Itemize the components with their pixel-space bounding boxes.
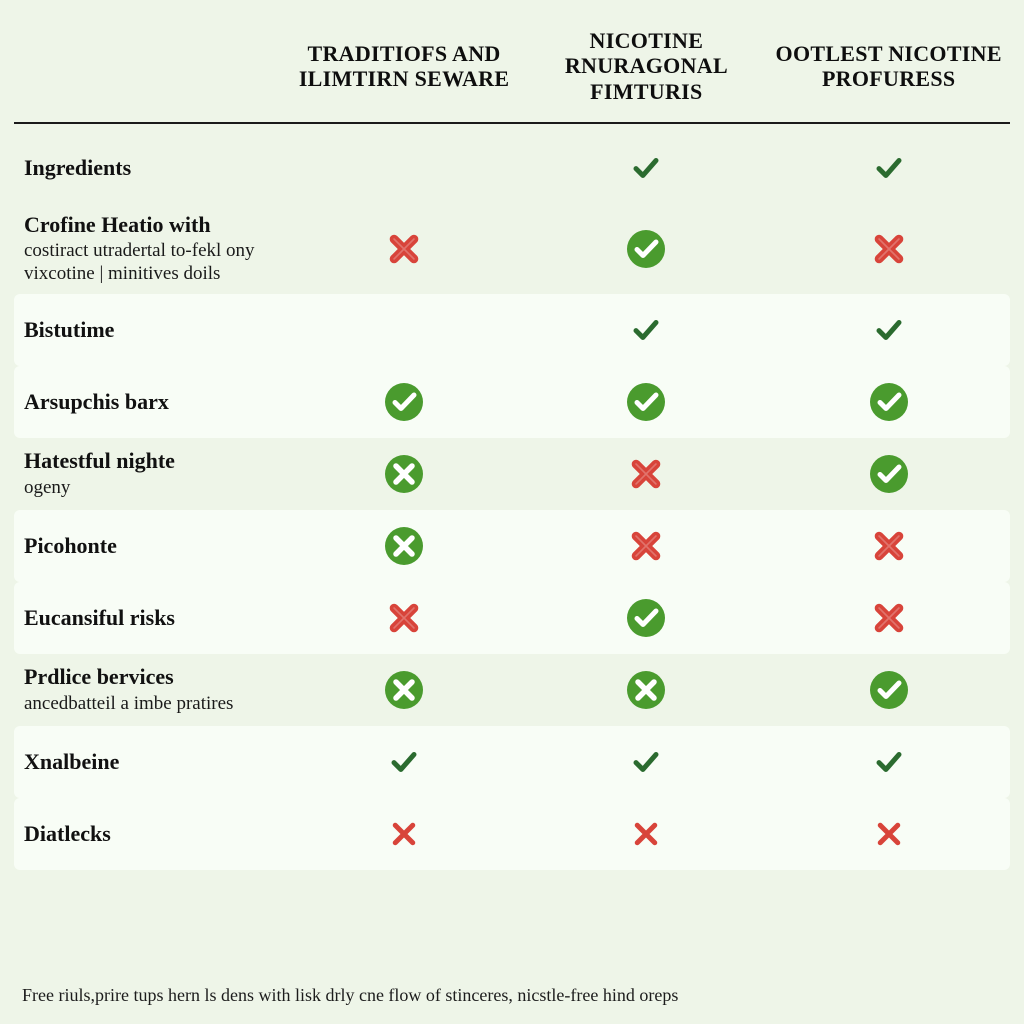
circle-check-icon	[626, 229, 666, 269]
cross-bold-icon	[387, 601, 421, 635]
cross-bold-icon	[872, 601, 906, 635]
table-row: Xnalbeine	[14, 726, 1010, 798]
circle-check-icon	[626, 382, 666, 422]
row-label: Hatestful nighte ogeny	[14, 448, 283, 499]
table-cell	[768, 601, 1010, 635]
row-label: Eucansiful risks	[14, 605, 283, 631]
check-icon	[631, 153, 661, 183]
footnote-text: Free riuls,prire tups hern ls dens with …	[22, 985, 1002, 1006]
table-cell	[283, 601, 525, 635]
cross-bold-icon	[629, 529, 663, 563]
row-label: Crofine Heatio withcostiract utradertal …	[14, 212, 283, 286]
row-label-title: Crofine Heatio with	[24, 212, 273, 238]
row-label: Prdlice bervices ancedbatteil a imbe prat…	[14, 664, 283, 715]
table-row: Crofine Heatio withcostiract utradertal …	[14, 204, 1010, 294]
cross-icon	[631, 819, 661, 849]
row-label-title: Diatlecks	[24, 821, 273, 847]
row-label: Bistutime	[14, 317, 283, 343]
table-cell	[768, 747, 1010, 777]
circle-cross-icon	[384, 670, 424, 710]
circle-cross-icon	[626, 670, 666, 710]
column-header-3: OOTLEST NICOTINE PROFURESS	[768, 18, 1010, 114]
row-label: Xnalbeine	[14, 749, 283, 775]
circle-cross-icon	[384, 526, 424, 566]
table-cell	[525, 747, 767, 777]
cross-bold-icon	[387, 232, 421, 266]
cross-bold-icon	[629, 457, 663, 491]
circle-check-icon	[384, 382, 424, 422]
row-label-subtitle: costiract utradertal to-fekl ony vixcoti…	[24, 240, 273, 286]
row-label: Picohonte	[14, 533, 283, 559]
circle-cross-icon	[384, 454, 424, 494]
header-spacer	[14, 18, 283, 114]
check-icon	[389, 747, 419, 777]
cross-icon	[389, 819, 419, 849]
check-icon	[631, 747, 661, 777]
table-cell	[525, 457, 767, 491]
check-icon	[874, 315, 904, 345]
table-cell	[525, 598, 767, 638]
table-cell	[525, 153, 767, 183]
row-label-title: Bistutime	[24, 317, 273, 343]
table-cell	[768, 454, 1010, 494]
check-icon	[874, 153, 904, 183]
table-cell	[283, 747, 525, 777]
table-cell	[768, 382, 1010, 422]
table-cell	[283, 232, 525, 266]
table-cell	[525, 529, 767, 563]
row-label-title: Picohonte	[24, 533, 273, 559]
table-row: Picohonte	[14, 510, 1010, 582]
cross-bold-icon	[872, 232, 906, 266]
table-cell	[283, 526, 525, 566]
table-row: Prdlice bervices ancedbatteil a imbe prat…	[14, 654, 1010, 726]
table-row: Diatlecks	[14, 798, 1010, 870]
table-cell	[525, 670, 767, 710]
table-cell	[525, 819, 767, 849]
cross-icon	[874, 819, 904, 849]
table-cell	[525, 382, 767, 422]
check-icon	[631, 315, 661, 345]
table-cell	[283, 382, 525, 422]
check-icon	[874, 747, 904, 777]
table-cell	[283, 454, 525, 494]
column-header-2: NICOTINE RNURAGONAL FIMTURIS	[525, 18, 767, 114]
circle-check-icon	[869, 670, 909, 710]
circle-check-icon	[869, 454, 909, 494]
table-row: Ingredients	[14, 132, 1010, 204]
circle-check-icon	[869, 382, 909, 422]
row-label: Arsupchis barx	[14, 389, 283, 415]
table-cell	[768, 529, 1010, 563]
row-label: Ingredients	[14, 155, 283, 181]
table-cell	[768, 819, 1010, 849]
table-cell	[768, 232, 1010, 266]
cross-bold-icon	[872, 529, 906, 563]
row-label-title: Arsupchis barx	[24, 389, 273, 415]
table-row: Arsupchis barx	[14, 366, 1010, 438]
row-label-subtitle: ogeny	[24, 477, 273, 500]
row-label-title: Eucansiful risks	[24, 605, 273, 631]
row-label-title: Prdlice bervices	[24, 664, 273, 690]
row-label: Diatlecks	[14, 821, 283, 847]
table-row: Eucansiful risks	[14, 582, 1010, 654]
comparison-table: TRADITIOFS AND ILIMTIRN SEWARE NICOTINE …	[14, 18, 1010, 870]
table-row: Bistutime	[14, 294, 1010, 366]
row-label-title: Xnalbeine	[24, 749, 273, 775]
row-label-title: Hatestful nighte	[24, 448, 273, 474]
row-label-title: Ingredients	[24, 155, 273, 181]
table-cell	[768, 153, 1010, 183]
row-label-subtitle: ancedbatteil a imbe pratires	[24, 693, 273, 716]
table-cell	[525, 315, 767, 345]
table-cell	[768, 670, 1010, 710]
table-row: Hatestful nighte ogeny	[14, 438, 1010, 510]
circle-check-icon	[626, 598, 666, 638]
table-cell	[283, 819, 525, 849]
table-cell	[768, 315, 1010, 345]
table-cell	[525, 229, 767, 269]
table-header-row: TRADITIOFS AND ILIMTIRN SEWARE NICOTINE …	[14, 18, 1010, 124]
table-cell	[283, 670, 525, 710]
column-header-1: TRADITIOFS AND ILIMTIRN SEWARE	[283, 18, 525, 114]
